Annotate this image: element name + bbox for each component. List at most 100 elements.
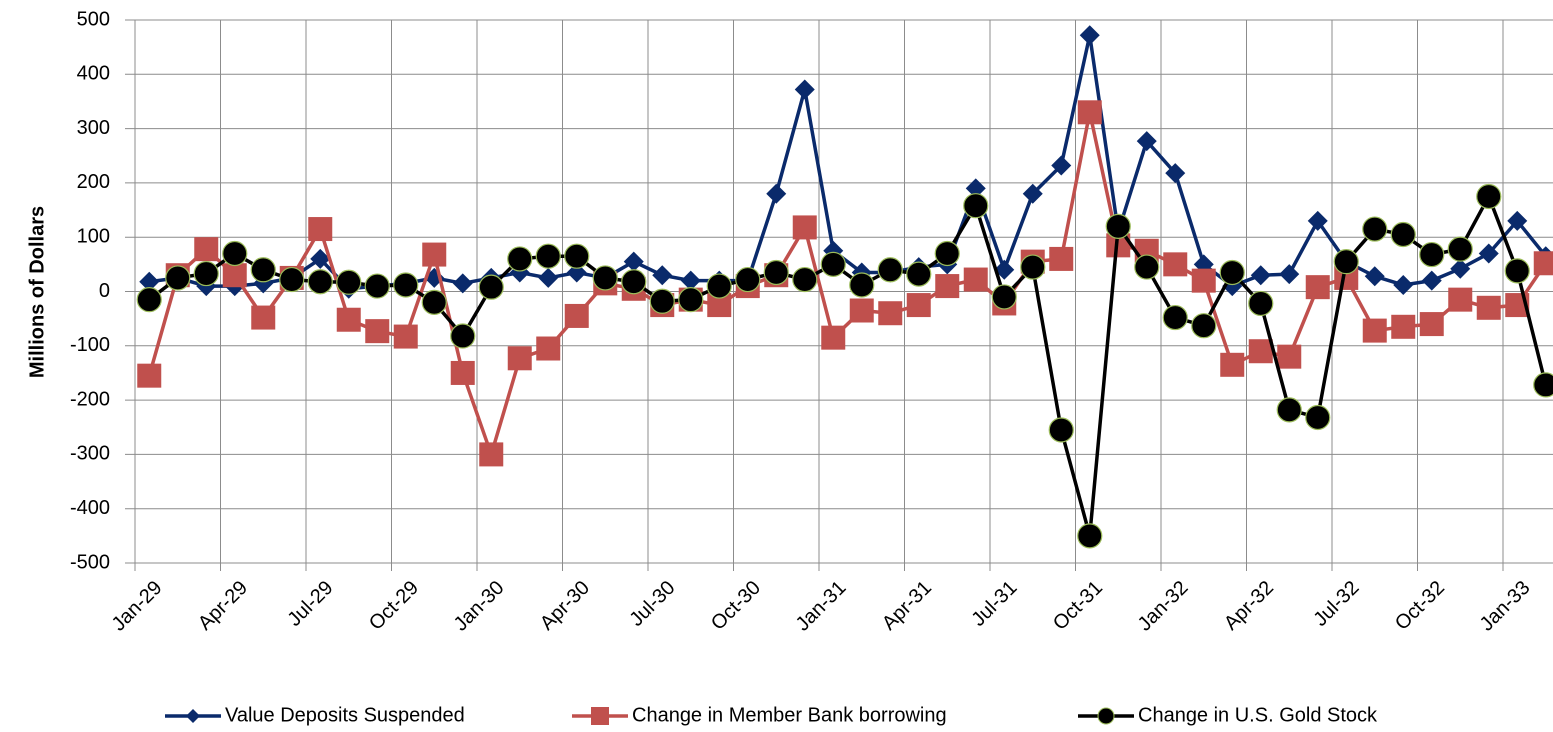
data-point [222,240,248,267]
data-point [1049,246,1074,271]
x-tick-label: Jul-29 [283,577,337,631]
data-point [849,298,874,323]
data-point [878,301,903,326]
data-point [393,324,418,349]
data-point [1162,304,1188,331]
data-point [308,217,333,242]
data-point [1248,290,1274,317]
data-point [906,293,931,318]
y-axis-title: Millions of Dollars [26,206,48,378]
data-point [1447,236,1473,262]
data-point [310,248,331,269]
x-tick-label: Apr-31 [878,577,936,635]
y-tick-label: 400 [77,63,110,85]
data-point [792,266,818,293]
data-point [1533,251,1553,276]
data-point [1362,216,1388,242]
data-point [1191,313,1217,339]
data-point [279,266,305,293]
data-point [137,363,162,388]
data-point [877,257,903,283]
data-point [1279,264,1300,285]
data-point [139,271,160,292]
data-point [536,336,561,361]
data-point [963,193,989,219]
data-point [652,265,673,286]
legend-marker [186,709,200,723]
data-point [1391,314,1416,339]
data-point [450,323,476,349]
data-point [336,307,361,332]
plot [136,25,1553,549]
x-tick-label: Jan-29 [108,577,167,636]
data-point [1478,243,1499,264]
data-point [963,267,988,292]
data-point [250,257,276,283]
data-point [1419,312,1444,337]
data-point [735,266,761,293]
data-point [1476,295,1501,320]
data-point [1079,25,1100,46]
x-tick-label: Oct-31 [1049,577,1107,635]
legend-label: Value Deposits Suspended [225,704,465,726]
data-point [1077,100,1102,125]
y-tick-label: -100 [70,334,110,356]
data-point [621,269,647,295]
data-point [507,246,533,272]
data-point [794,79,815,100]
data-point [564,303,589,328]
x-tick-label: Jul-30 [625,577,679,631]
data-point [450,360,475,385]
data-point [1136,131,1157,152]
legend-marker [1097,707,1115,725]
x-tick-label: Jan-30 [450,577,509,636]
x-tick-label: Jul-31 [967,577,1021,631]
data-point [1077,523,1103,549]
data-point [935,274,960,299]
data-point [1476,183,1502,210]
data-point [1022,183,1043,204]
legend-label: Change in Member Bank borrowing [632,704,947,726]
data-point [1048,417,1074,443]
data-point [452,273,473,294]
data-point [678,287,704,313]
data-point [1276,397,1302,423]
y-tick-label: 100 [77,225,110,247]
data-point [1277,344,1302,369]
y-tick-label: 0 [99,280,110,302]
data-point [766,183,787,204]
data-point [479,442,504,467]
y-tick-label: -500 [70,551,110,573]
data-point [1507,210,1528,231]
data-point [194,237,219,262]
data-point [422,242,447,267]
data-point [193,260,219,287]
x-tick-label: Apr-32 [1220,577,1278,635]
data-point [222,263,247,288]
data-point [934,240,960,267]
data-point [706,273,732,299]
data-point [592,265,618,291]
data-point [251,305,276,330]
data-point [538,267,559,288]
series-line [149,34,1548,291]
data-point [994,259,1015,280]
y-tick-label: -300 [70,443,110,465]
x-tick-label: Jul-32 [1309,577,1363,631]
data-point [1305,275,1330,300]
x-tick-label: Oct-30 [707,577,765,635]
data-point [1248,339,1273,364]
data-point [1051,155,1072,176]
data-point [336,269,362,295]
data-point [1163,252,1188,277]
x-tick-label: Oct-32 [1391,577,1449,635]
y-tick-label: -200 [70,388,110,410]
data-point [1333,249,1359,275]
data-point [680,270,701,291]
data-point [1305,404,1331,431]
data-point [421,289,447,315]
data-point [1419,241,1445,268]
data-point [965,178,986,199]
data-point [1165,163,1186,184]
